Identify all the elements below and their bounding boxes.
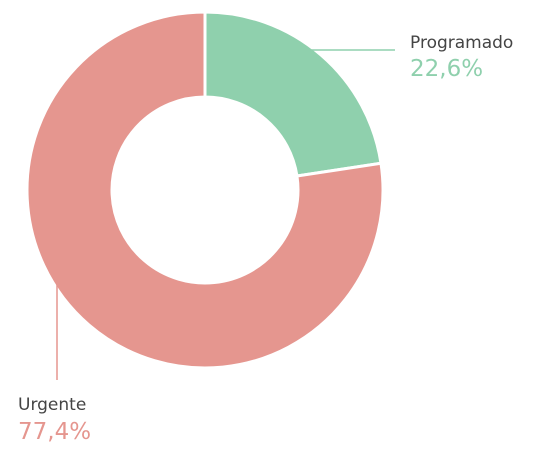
slice-value: 22,6% [410,56,483,82]
donut-slice [25,10,385,370]
slice-label: Urgente [18,395,86,415]
donut-slice [203,10,383,178]
slice-label: Programado [410,33,513,53]
slice-value: 77,4% [18,419,91,445]
